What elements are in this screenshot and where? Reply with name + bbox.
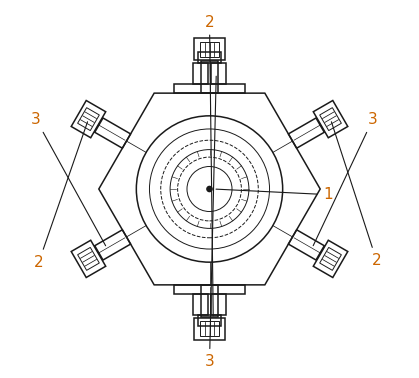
Text: 1: 1 [216,187,333,202]
Text: 3: 3 [31,112,106,246]
Circle shape [207,186,212,192]
Text: 3: 3 [313,112,378,246]
Text: 3: 3 [204,76,216,369]
Text: 2: 2 [34,122,88,270]
Text: 2: 2 [331,122,381,268]
Text: 2: 2 [205,14,214,316]
